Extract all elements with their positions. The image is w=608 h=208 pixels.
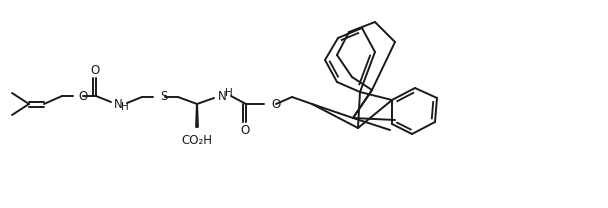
Text: N: N [218, 89, 226, 103]
Text: S: S [160, 90, 167, 104]
Text: O: O [271, 98, 280, 110]
Text: O: O [91, 63, 100, 77]
Text: O: O [240, 124, 250, 136]
Text: H: H [121, 102, 129, 112]
Text: N: N [114, 98, 122, 110]
Text: O: O [78, 89, 88, 103]
Text: H: H [225, 88, 233, 98]
Text: CO₂H: CO₂H [182, 135, 213, 147]
